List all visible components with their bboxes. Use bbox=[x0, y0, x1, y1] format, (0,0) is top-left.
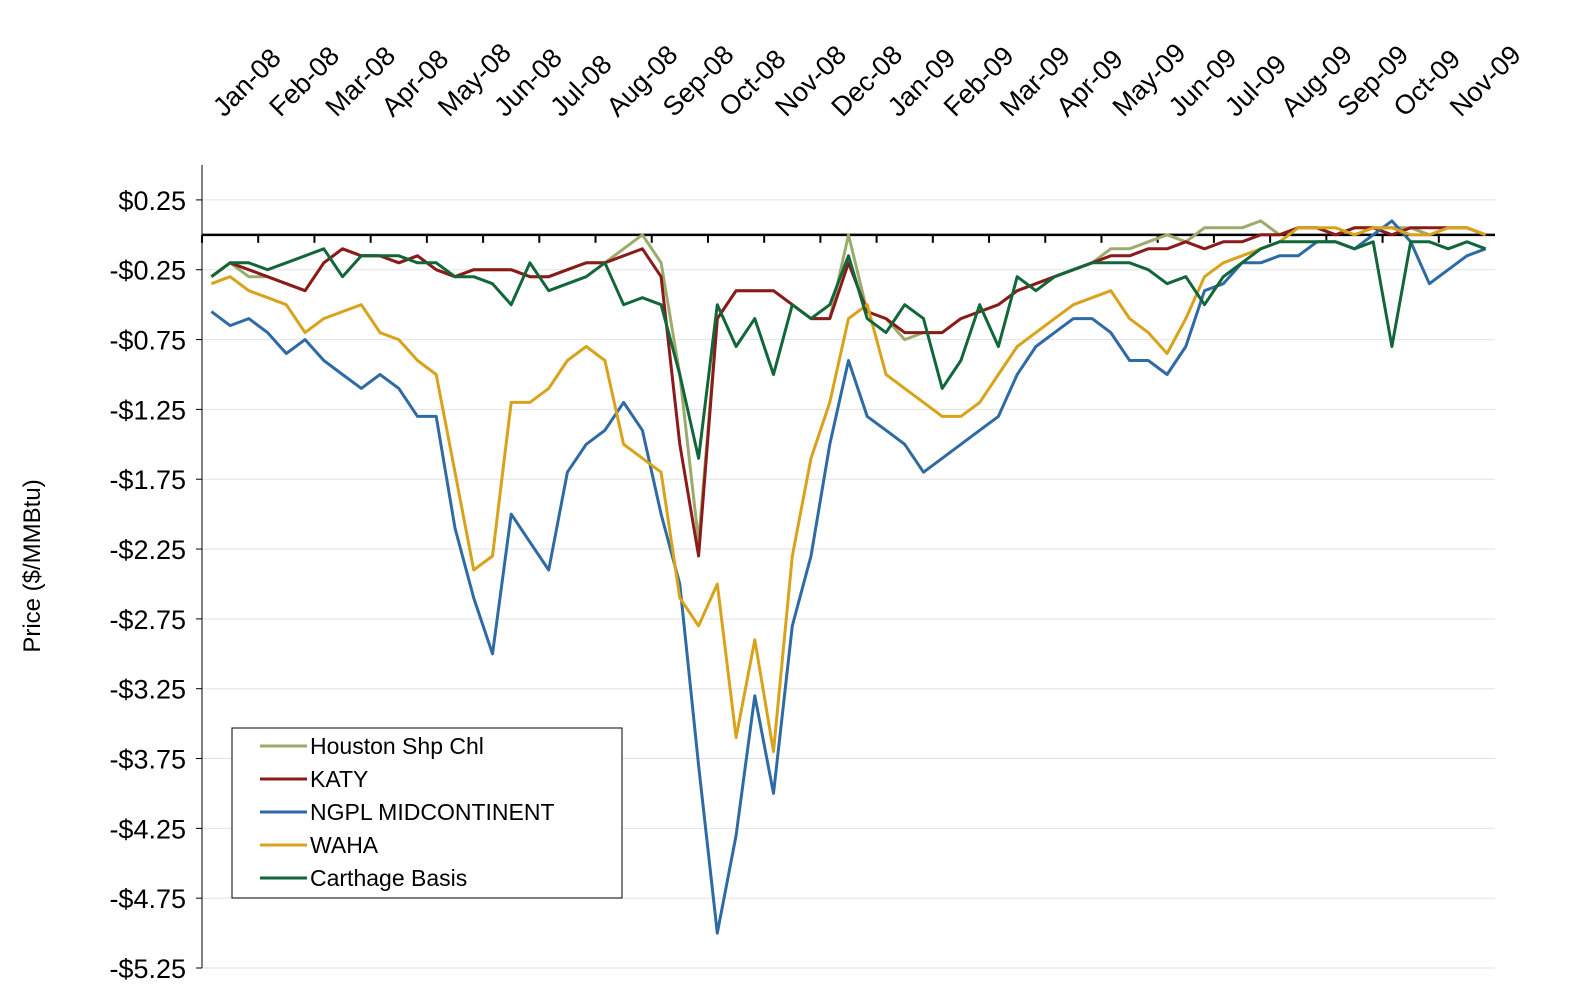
y-tick-label: -$0.75 bbox=[109, 326, 186, 356]
y-axis-label: Price ($/MMBtu) bbox=[19, 479, 46, 652]
y-tick-label: -$4.75 bbox=[109, 884, 186, 914]
y-tick-label: -$4.25 bbox=[109, 814, 186, 844]
x-tick-label: Nov-09 bbox=[1444, 39, 1527, 122]
legend-label: Carthage Basis bbox=[310, 865, 467, 891]
y-tick-label: -$2.25 bbox=[109, 535, 186, 565]
y-tick-label: $0.25 bbox=[118, 186, 186, 216]
series-line bbox=[210, 240, 1487, 460]
series-line bbox=[210, 226, 1487, 753]
y-tick-label: -$3.25 bbox=[109, 675, 186, 705]
legend-label: WAHA bbox=[310, 832, 379, 858]
y-tick-label: -$1.75 bbox=[109, 465, 186, 495]
y-tick-label: -$3.75 bbox=[109, 745, 186, 775]
series-line bbox=[210, 226, 1487, 558]
legend-label: KATY bbox=[310, 766, 368, 792]
series-line bbox=[210, 219, 1487, 935]
legend-label: Houston Shp Chl bbox=[310, 733, 484, 759]
y-tick-label: -$1.25 bbox=[109, 395, 186, 425]
y-tick-label: -$0.25 bbox=[109, 256, 186, 286]
y-tick-label: -$5.25 bbox=[109, 954, 186, 984]
y-tick-label: -$2.75 bbox=[109, 605, 186, 635]
legend-label: NGPL MIDCONTINENT bbox=[310, 799, 555, 825]
